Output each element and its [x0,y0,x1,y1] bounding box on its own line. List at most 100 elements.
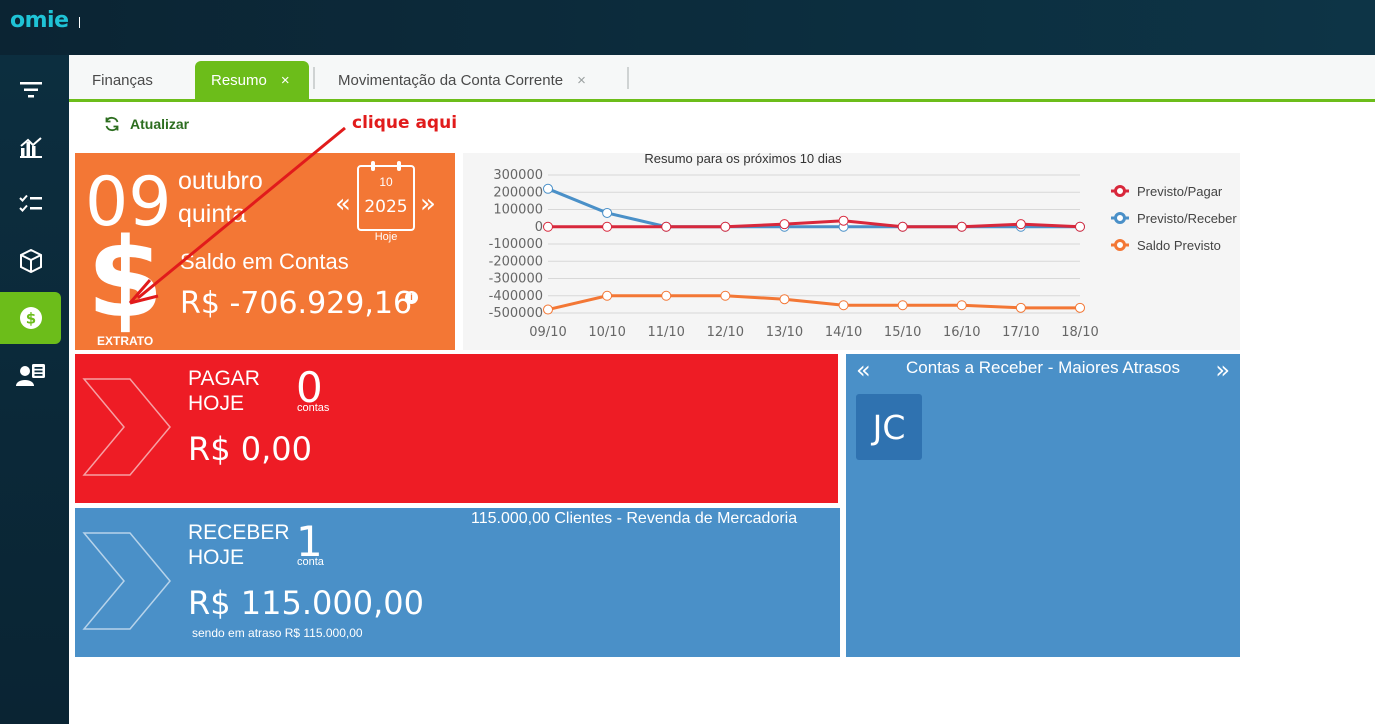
balance-value: R$ -706.929,16 [180,286,413,321]
balance-label: Saldo em Contas [180,249,349,274]
y-tick-label: -100000 [489,237,543,252]
pay-label-line2: HOJE [188,392,245,415]
extrato-label[interactable]: EXTRATO [97,334,154,348]
x-tick-label: 11/10 [647,325,684,340]
y-tick-label: -400000 [489,289,543,304]
y-tick-label: -300000 [489,272,543,287]
today-label: Hoje [374,231,398,243]
tab-label: Finanças [92,71,153,89]
receivables-overdue-tile: « Contas a Receber - Maiores Atrasos » J… [846,354,1240,657]
data-point [543,183,553,194]
sidebar-item-filter[interactable] [0,64,61,116]
refresh-icon [105,116,119,132]
chart-svg: Resumo para os próximos 10 dias 300000 200… [489,151,1238,340]
receive-label-line2: HOJE [188,546,245,569]
pay-label-line1: PAGAR [188,367,260,390]
sidebar-item-chart[interactable] [0,121,61,173]
svg-text:$: $ [25,310,35,328]
receivables-overdue-title: Contas a Receber - Maiores Atrasos [905,358,1180,377]
avatar[interactable]: JC [856,394,922,460]
calendar-year: 2025 [364,197,408,217]
pay-value: R$ 0,00 [188,430,313,468]
receive-overdue-text: sendo em atraso R$ 115.000,00 [192,626,363,640]
tab-resumo[interactable]: Resumo × [195,61,309,99]
x-tick-label: 13/10 [766,325,803,340]
data-point [543,304,553,315]
chevron-right-icon [82,532,171,630]
y-tick-label: 300000 [493,168,543,183]
sidebar-item-finance[interactable]: $ [0,292,61,344]
dollar-circle-icon: $ [19,307,42,329]
y-tick-label: 0 [535,220,543,235]
legend-label: Saldo Previsto [1137,238,1221,253]
data-point [661,290,672,301]
legend-label: Previsto/Receber [1137,211,1237,226]
y-tick-label: -500000 [489,306,543,321]
contacts-icon [15,364,45,386]
legend-marker [1114,185,1126,197]
filter-icon [19,82,42,98]
data-point [779,219,790,230]
tab-financas[interactable]: Finanças [92,61,153,99]
chevron-right-icon [82,378,171,476]
x-tick-label: 17/10 [1002,325,1039,340]
close-icon[interactable]: × [280,71,290,89]
chevron-left-icon[interactable]: « [856,356,871,384]
series-line [547,294,1080,312]
omie-logo[interactable]: omie [10,8,69,33]
refresh-label: Atualizar [130,116,190,132]
x-tick-label: 14/10 [825,325,862,340]
sidebar-item-contacts[interactable] [0,349,61,401]
extrato-dollar-icon[interactable]: $ [87,214,164,342]
top-bar: omie [0,0,1375,55]
annotation-text: clique aqui [352,113,458,133]
tab-bar: Finanças Resumo × Movimentação da Conta … [69,55,1375,102]
legend-marker [1114,212,1126,224]
chart-icon [19,137,42,158]
tab-label: Resumo [211,71,267,89]
x-tick-label: 10/10 [588,325,625,340]
pay-count-label: contas [297,402,330,414]
sidebar: $ [0,55,69,724]
receive-label-line1: RECEBER [188,521,290,544]
month-name: outubro [178,167,263,195]
calendar-ring [397,161,401,171]
data-point [543,221,553,232]
data-point [838,215,849,226]
weekday-name: quinta [178,200,247,228]
data-point [838,300,849,311]
x-tick-label: 16/10 [943,325,980,340]
data-point [1075,302,1085,313]
next-day-icon[interactable]: » [420,189,436,219]
data-point [897,221,908,232]
tab-label: Movimentação da Conta Corrente [338,71,564,89]
sidebar-item-tasks[interactable] [0,178,61,230]
data-point [720,290,731,301]
calendar-month: 10 [379,175,393,189]
logo-separator [79,17,80,28]
y-tick-label: -200000 [489,254,543,269]
data-point [897,300,908,311]
data-point [602,207,613,218]
calendar-ring [371,161,375,171]
sidebar-item-box[interactable] [0,235,61,287]
info-icon[interactable]: i [405,291,418,304]
pay-today-tile[interactable]: PAGAR HOJE 0 contas R$ 0,00 [75,354,838,503]
data-point [956,221,967,232]
x-tick-label: 09/10 [529,325,566,340]
chevron-right-icon[interactable]: » [1215,356,1230,384]
data-point [602,221,613,232]
tab-divider [627,67,629,89]
x-tick-label: 15/10 [884,325,921,340]
prev-day-icon[interactable]: « [335,189,351,219]
data-point [779,294,790,305]
legend-label: Previsto/Pagar [1137,184,1223,199]
tab-movimentacao[interactable]: Movimentação da Conta Corrente × [338,61,586,99]
calendar-today-button[interactable]: 10 2025 [357,161,415,231]
data-point [1015,302,1026,313]
refresh-button[interactable]: Atualizar [104,116,189,132]
receive-today-tile[interactable]: 115.000,00 Clientes - Revenda de Mercado… [75,508,840,657]
box-icon [19,249,42,273]
close-icon[interactable]: × [577,71,586,89]
tasks-icon [18,194,42,212]
